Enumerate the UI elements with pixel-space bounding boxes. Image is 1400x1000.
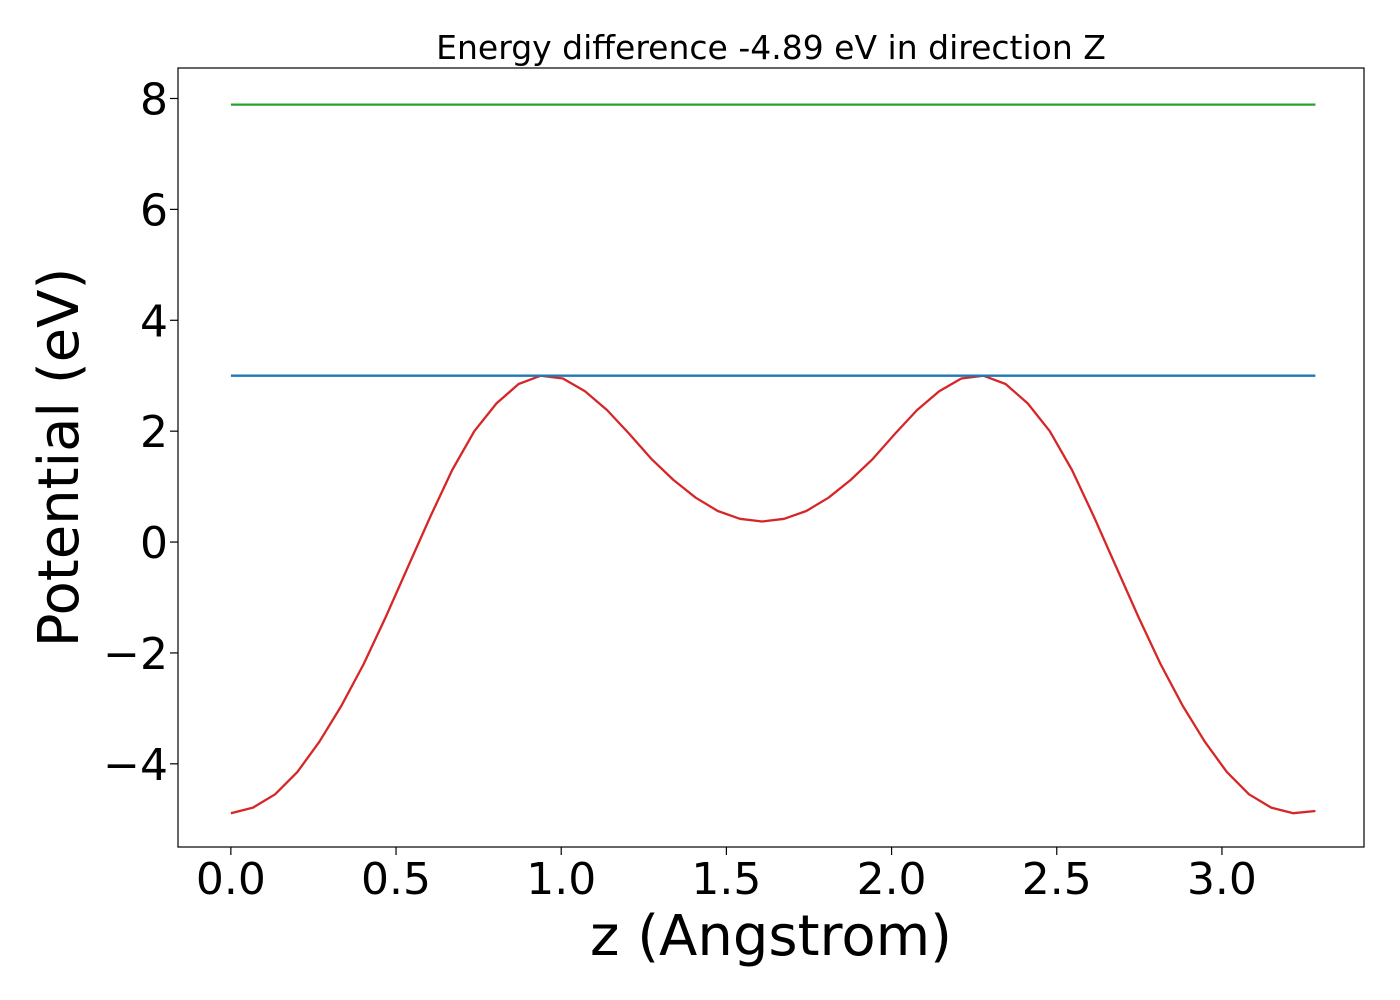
x-tick-label: 0.0: [196, 854, 266, 905]
x-tick-label: 2.5: [1022, 854, 1092, 905]
y-tick-label: 0: [140, 518, 168, 569]
series-line-0: [230, 374, 1316, 815]
y-tick-label: −4: [103, 740, 168, 791]
y-tick-label: 6: [140, 185, 168, 236]
y-axis-title: Potential (eV): [27, 268, 92, 648]
y-tick-label: 2: [140, 407, 168, 458]
x-axis-title: z (Angstrom): [590, 904, 952, 969]
series-layer: [230, 103, 1316, 815]
chart-title: Energy difference -4.89 eV in direction …: [436, 28, 1106, 67]
y-axis: −4 −2 0 2 4 6 8: [103, 74, 178, 791]
x-tick-label: 1.0: [526, 854, 596, 905]
y-tick-label: 8: [140, 74, 168, 125]
x-tick-label: 2.0: [857, 854, 927, 905]
x-tick-label: 1.5: [691, 854, 761, 905]
y-tick-label: −2: [103, 629, 168, 680]
x-tick-label: 0.5: [361, 854, 431, 905]
y-tick-label: 4: [140, 296, 168, 347]
x-axis: 0.0 0.5 1.0 1.5 2.0 2.5 3.0: [196, 847, 1257, 905]
plot-area: [177, 67, 1365, 848]
x-tick-label: 3.0: [1187, 854, 1257, 905]
